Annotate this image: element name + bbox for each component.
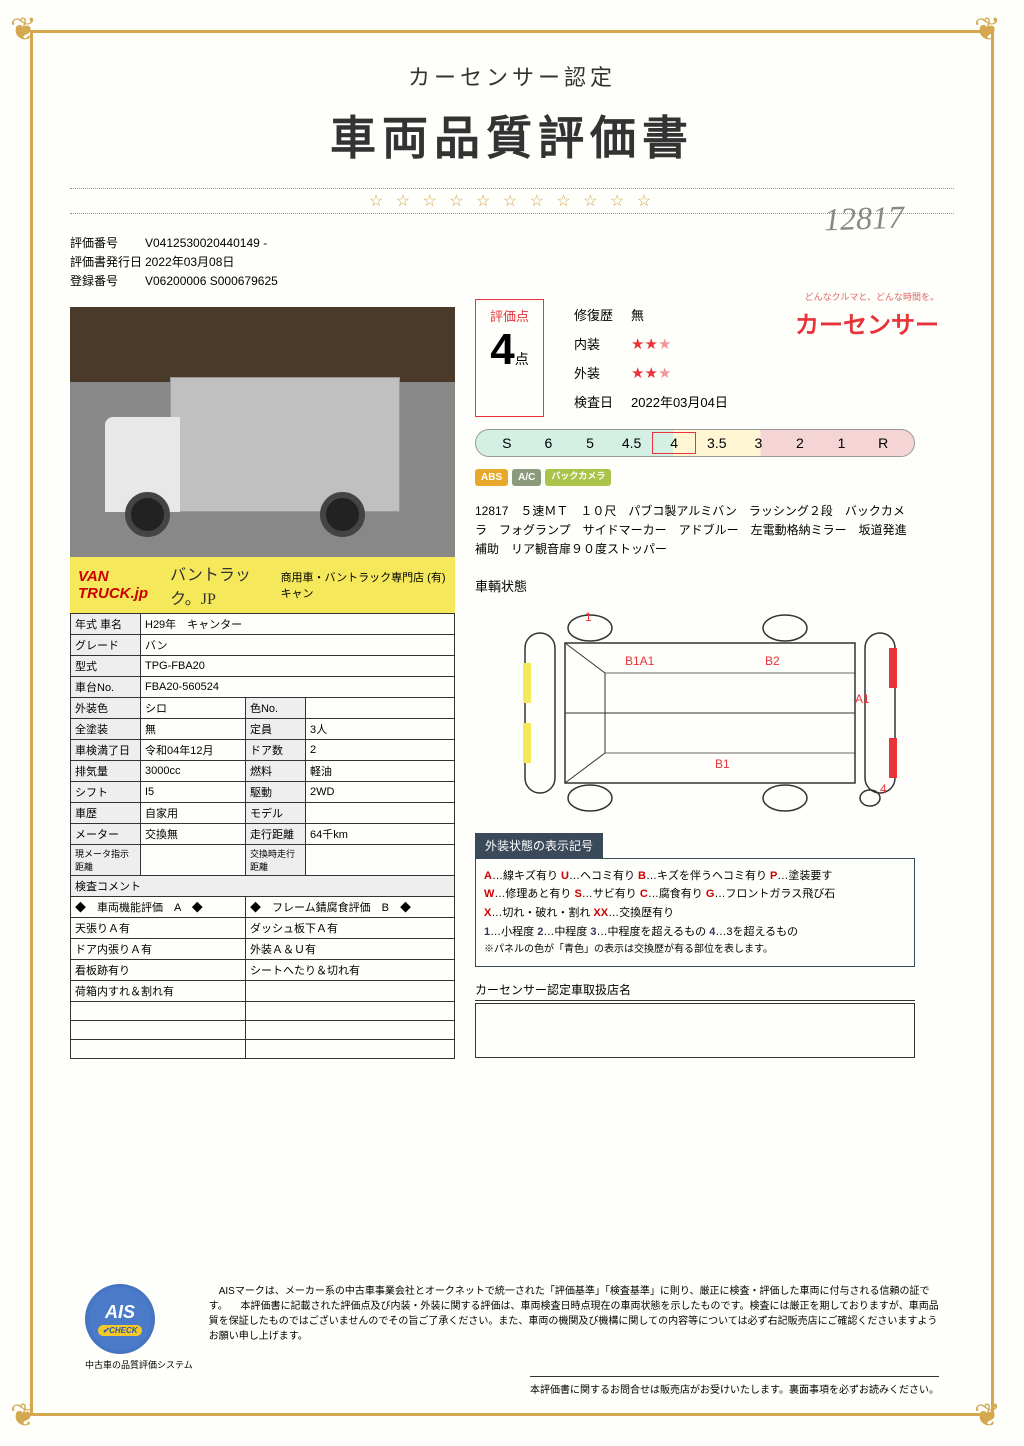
eval-number-row: 評価番号V0412530020440149 - <box>70 234 954 251</box>
diagram-title: 車輌状態 <box>475 576 915 595</box>
vehicle-photo <box>70 307 455 557</box>
right-column: 評価点 4点 修復歴無 内装★★★ 外装★★★ 検査日2022年03月04日 S… <box>475 299 915 1059</box>
logo-main: カーセンサー <box>795 305 939 340</box>
reg-number-row: 登録番号V06200006 S000679625 <box>70 272 954 289</box>
svg-text:A1: A1 <box>855 692 870 706</box>
ac-badge: A/C <box>512 469 541 486</box>
header-subtitle: カーセンサー認定 <box>70 60 954 92</box>
dealer-box <box>475 1003 915 1058</box>
carsensor-logo-area: どんなクルマと、どんな時間を。 カーセンサー <box>795 290 939 340</box>
footer-text: AISマークは、メーカー系の中古車事業会社とオークネットで統一された「評価基準」… <box>209 1284 939 1344</box>
left-column: VAN TRUCK.jp バントラック。JP 商用車・バントラック専門店 (有)… <box>70 299 455 1059</box>
legend-body: A…線キズ有り U…ヘコミ有り B…キズを伴うヘコミ有り P…塗装要す W…修理… <box>475 858 915 968</box>
rating-scale: S 6 5 4.5 4 3.5 3 2 1 R <box>475 429 915 457</box>
issue-date-row: 評価書発行日2022年03月08日 <box>70 253 954 270</box>
corner-ornament-tl: ❦ <box>10 10 50 50</box>
vehicle-notes: 12817 ５速ＭＴ １０尺 パブコ製アルミバン ラッシング２段 バックカメラ … <box>475 502 915 560</box>
dealer-banner: VAN TRUCK.jp バントラック。JP 商用車・バントラック専門店 (有)… <box>70 557 455 613</box>
certificate-page: ❦ ❦ ❦ ❦ カーセンサー認定 車両品質評価書 12817 ☆ ☆ ☆ ☆ ☆… <box>0 0 1024 1446</box>
corner-ornament-bl: ❦ <box>10 1396 50 1436</box>
rating-table: 修復歴無 内装★★★ 外装★★★ 検査日2022年03月04日 <box>564 299 738 417</box>
star-divider: ☆ ☆ ☆ ☆ ☆ ☆ ☆ ☆ ☆ ☆ ☆ <box>70 188 954 214</box>
star-icon: ★★★ <box>623 330 736 357</box>
corner-ornament-tr: ❦ <box>974 10 1014 50</box>
ais-logo-icon: AIS ✔CHECK <box>85 1284 155 1354</box>
document-header: カーセンサー認定 車両品質評価書 <box>70 60 954 168</box>
vehicle-diagram: 1 B1A1 B2 A1 B1 4 <box>475 603 915 833</box>
svg-text:B1A1: B1A1 <box>625 654 655 668</box>
header-title: 車両品質評価書 <box>70 102 954 168</box>
ais-mark: AIS ✔CHECK 中古車の品質評価システム <box>85 1284 193 1371</box>
feature-badges: ABS A/C バックカメラ <box>475 469 915 486</box>
svg-text:1: 1 <box>585 610 592 624</box>
svg-text:4: 4 <box>880 782 887 796</box>
svg-text:B1: B1 <box>715 757 730 771</box>
svg-text:B2: B2 <box>765 654 780 668</box>
camera-badge: バックカメラ <box>545 469 611 486</box>
footer-row: AIS ✔CHECK 中古車の品質評価システム AISマークは、メーカー系の中古… <box>85 1284 939 1371</box>
star-icon: ★★★ <box>623 359 736 386</box>
logo-tagline: どんなクルマと、どんな時間を。 <box>795 290 939 303</box>
spec-table: 年式 車名H29年 キャンター グレードバン 型式TPG-FBA20 車台No.… <box>70 613 455 1059</box>
handwritten-number: 12817 <box>823 199 904 239</box>
legend-header: 外装状態の表示記号 <box>475 833 603 858</box>
corner-ornament-br: ❦ <box>974 1396 1014 1436</box>
abs-badge: ABS <box>475 469 508 486</box>
score-box: 評価点 4点 <box>475 299 544 417</box>
main-content: VAN TRUCK.jp バントラック。JP 商用車・バントラック専門店 (有)… <box>70 299 954 1059</box>
footer-note: 本評価書に関するお問合せは販売店がお受けいたします。裏面事項を必ずお読みください… <box>530 1376 939 1396</box>
dealer-title: カーセンサー認定車取扱店名 <box>475 981 915 1001</box>
